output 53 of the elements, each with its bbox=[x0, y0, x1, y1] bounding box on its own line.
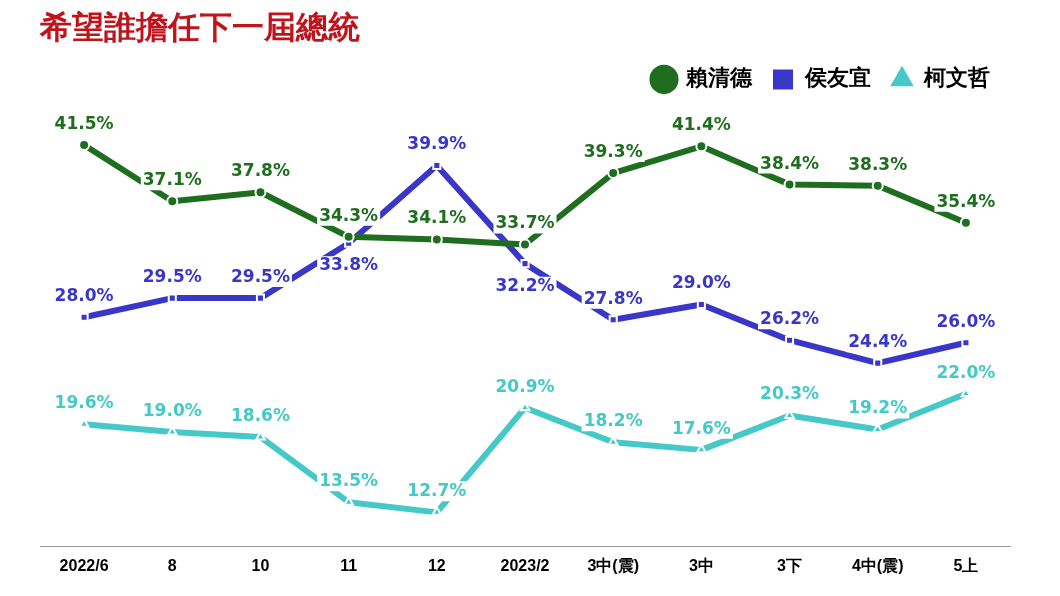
data-label: 20.9% bbox=[495, 375, 555, 396]
data-label: 29.0% bbox=[671, 272, 731, 293]
data-label: 22.0% bbox=[936, 361, 996, 382]
legend-label: 侯友宜 bbox=[804, 65, 871, 91]
data-label: 28.0% bbox=[54, 285, 114, 306]
data-label: 38.4% bbox=[760, 152, 820, 173]
data-label: 12.7% bbox=[407, 480, 467, 501]
point bbox=[343, 496, 354, 506]
x-tick-label: 3中(震) bbox=[587, 556, 639, 574]
x-tick-label: 3下 bbox=[777, 556, 802, 574]
data-label: 33.7% bbox=[495, 212, 555, 233]
x-tick-label: 10 bbox=[251, 556, 270, 574]
data-label: 34.1% bbox=[407, 207, 467, 228]
data-label: 39.9% bbox=[407, 133, 467, 154]
point bbox=[607, 167, 620, 180]
data-label: 35.4% bbox=[936, 190, 996, 211]
x-tick-label: 4中(震) bbox=[851, 556, 904, 574]
point bbox=[873, 358, 883, 368]
data-label: 27.8% bbox=[583, 287, 643, 308]
data-label: 24.4% bbox=[848, 331, 908, 352]
data-label: 26.0% bbox=[936, 310, 996, 331]
data-label: 37.8% bbox=[230, 160, 290, 181]
data-label: 13.5% bbox=[319, 470, 379, 491]
data-label: 29.5% bbox=[142, 266, 202, 287]
data-label: 26.2% bbox=[760, 308, 820, 329]
data-label: 17.6% bbox=[671, 417, 731, 438]
data-label: 19.2% bbox=[848, 397, 908, 418]
data-label: 20.3% bbox=[760, 383, 820, 404]
x-tick-label: 12 bbox=[427, 556, 446, 574]
x-tick-label: 8 bbox=[167, 556, 177, 574]
x-tick-label: 2022/6 bbox=[59, 556, 109, 574]
data-label: 39.3% bbox=[583, 141, 643, 162]
data-label: 19.6% bbox=[54, 392, 114, 413]
point bbox=[785, 335, 795, 345]
x-tick-label: 5上 bbox=[953, 556, 979, 574]
data-label: 34.3% bbox=[319, 204, 379, 225]
x-tick-label: 3中 bbox=[688, 556, 714, 574]
x-tick-label: 11 bbox=[340, 556, 358, 574]
data-label: 18.6% bbox=[230, 405, 290, 426]
data-label: 29.5% bbox=[230, 266, 290, 287]
legend-label: 賴清德 bbox=[685, 65, 753, 91]
data-label: 32.2% bbox=[495, 274, 555, 295]
data-label: 41.4% bbox=[671, 114, 731, 135]
data-label: 19.0% bbox=[142, 399, 202, 420]
x-tick-label: 2023/2 bbox=[500, 556, 550, 574]
chart-title: 希望誰擔任下一屆總統 bbox=[39, 7, 360, 46]
data-label: 41.5% bbox=[54, 112, 114, 133]
point bbox=[520, 259, 530, 269]
data-label: 38.3% bbox=[848, 153, 908, 174]
data-label: 37.1% bbox=[142, 169, 202, 190]
data-label: 33.8% bbox=[319, 254, 379, 275]
data-label: 18.2% bbox=[583, 410, 643, 431]
legend-label: 柯文哲 bbox=[923, 65, 990, 91]
